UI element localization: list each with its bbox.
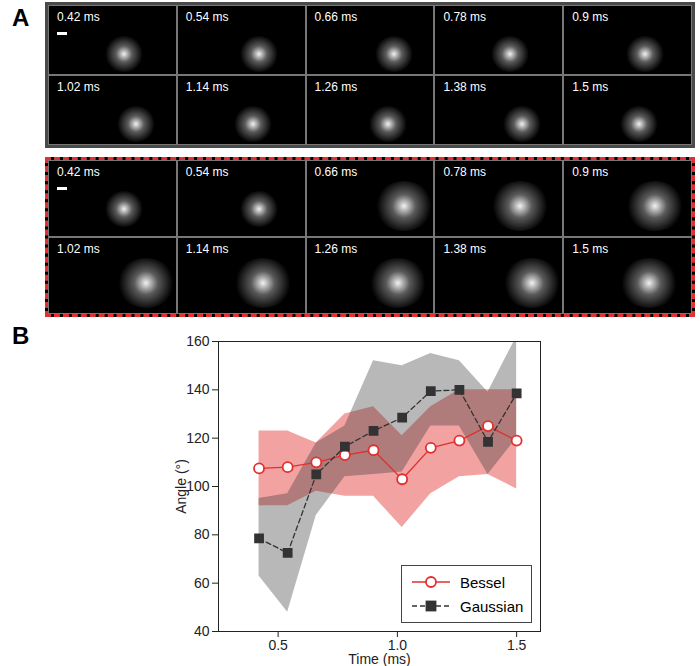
svg-text:0.5: 0.5 — [268, 637, 288, 653]
html-text:Bessel: Bessel — [460, 573, 505, 591]
html-text:1.26 ms: 1.26 ms — [314, 242, 358, 256]
html-text:0.9 ms: 0.9 ms — [572, 10, 609, 24]
html-text:1.38 ms: 1.38 ms — [443, 242, 487, 256]
html-text:0.78 ms: 0.78 ms — [443, 10, 487, 24]
svg-text:60: 60 — [194, 575, 210, 591]
svg-text:140: 140 — [186, 381, 210, 397]
html-text:B: B — [12, 322, 30, 349]
svg-text:Angle (°): Angle (°) — [173, 459, 189, 514]
svg-text:Time (ms): Time (ms) — [348, 651, 410, 666]
html-text:1.02 ms: 1.02 ms — [57, 242, 100, 256]
html-text:1.14 ms: 1.14 ms — [185, 80, 229, 94]
html-text:0.54 ms: 0.54 ms — [185, 10, 229, 24]
html-text:0.9 ms: 0.9 ms — [572, 165, 609, 179]
html-text:0.42 ms: 0.42 ms — [57, 10, 100, 24]
html-text:0.78 ms: 0.78 ms — [443, 165, 487, 179]
html-text:1.14 ms: 1.14 ms — [185, 242, 229, 256]
html-text:1.02 ms: 1.02 ms — [57, 80, 100, 94]
html-text:0.54 ms: 0.54 ms — [185, 165, 229, 179]
svg-text:80: 80 — [194, 526, 210, 542]
html-text:Gaussian: Gaussian — [460, 597, 524, 615]
html-text:0.42 ms: 0.42 ms — [57, 165, 100, 179]
svg-text:100: 100 — [186, 478, 210, 494]
svg-text:1.5: 1.5 — [507, 637, 527, 653]
html-text:0.66 ms: 0.66 ms — [314, 10, 358, 24]
html-text:0.66 ms: 0.66 ms — [314, 165, 358, 179]
svg-text:1.0: 1.0 — [387, 637, 408, 654]
html-text:1.26 ms: 1.26 ms — [314, 80, 358, 94]
html-text:A: A — [12, 4, 30, 31]
svg-text:160: 160 — [186, 333, 210, 349]
html-text:1.5 ms: 1.5 ms — [572, 80, 609, 94]
html-text:1.5 ms: 1.5 ms — [572, 242, 609, 256]
svg-text:40: 40 — [194, 623, 210, 639]
html-text:1.38 ms: 1.38 ms — [443, 80, 487, 94]
svg-text:120: 120 — [186, 430, 210, 446]
